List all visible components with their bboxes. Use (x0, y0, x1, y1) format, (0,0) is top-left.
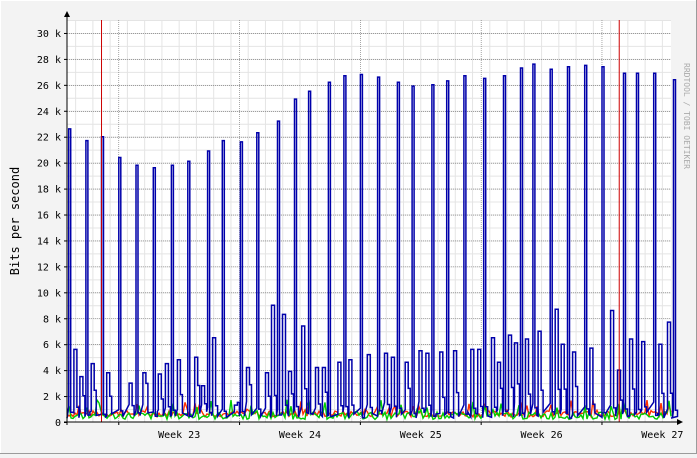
y-tick-label: 24 k (37, 107, 61, 118)
y-tick-label: 28 k (37, 55, 61, 66)
y-tick-label: 10 k (37, 288, 61, 299)
low-series-line-2 (66, 398, 672, 422)
y-tick-label: 22 k (37, 133, 61, 144)
y-tick-label: 0 (55, 418, 61, 429)
y-tick-label: 6 k (43, 340, 61, 351)
major-grid (64, 20, 671, 425)
marker-layer (101, 20, 620, 422)
y-tick-label: 4 k (43, 366, 61, 377)
y-tick-label: 26 k (37, 81, 61, 92)
y-tick-label: 16 k (37, 211, 61, 222)
rrdtool-watermark: RRDTOOL / TOBI OETIKER (682, 63, 691, 169)
y-tick-label: 2 k (43, 392, 61, 403)
y-tick-label: 30 k (37, 29, 61, 40)
x-tick-label: Week 26 (520, 430, 562, 441)
x-axis-arrow (677, 419, 683, 425)
y-tick-label: 8 k (43, 314, 61, 325)
y-tick-label: 18 k (37, 185, 61, 196)
axes (64, 11, 683, 425)
y-axis-arrow (64, 11, 70, 17)
y-tick-labels: 0 2 k 4 k 6 k 8 k 10 k 12 k 14 k 16 k 18 k 20 k 22 … (37, 29, 61, 429)
y-tick-label: 14 k (37, 236, 61, 247)
y-axis-title: Bits per second (8, 167, 22, 275)
y-tick-label: 20 k (37, 159, 61, 170)
x-tick-labels: Week 23 Week 24 Week 25 Week 26 Week 27 (158, 430, 683, 441)
x-tick-label: Week 27 (641, 430, 683, 441)
main-traffic-line (66, 63, 679, 420)
y-tick-label: 12 k (37, 262, 61, 273)
x-tick-label: Week 25 (400, 430, 442, 441)
x-tick-label: Week 24 (279, 430, 321, 441)
series-layer (66, 63, 679, 422)
x-tick-label: Week 23 (158, 430, 200, 441)
